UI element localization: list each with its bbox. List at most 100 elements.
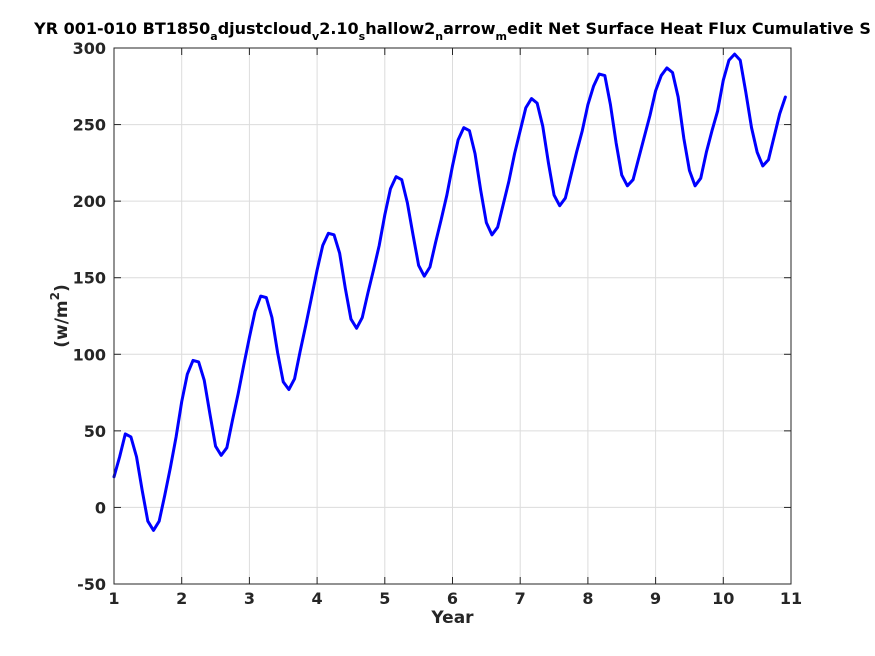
x-tick-label: 6 [447, 589, 458, 608]
data-point [406, 201, 409, 204]
data-point [485, 221, 488, 224]
data-point [711, 129, 713, 132]
data-point [479, 189, 482, 192]
series-line [112, 52, 787, 532]
data-point [502, 203, 505, 206]
data-point [417, 264, 420, 267]
data-point [451, 165, 454, 167]
data-point [463, 126, 465, 129]
data-point [513, 152, 516, 155]
data-point [209, 413, 211, 415]
data-point [683, 137, 685, 140]
data-point [733, 53, 736, 55]
title-segment: 2.10 [319, 19, 358, 38]
y-tick-label: 0 [95, 498, 106, 517]
title-segment: edit Net Surface Heat Flux Cumulative S [507, 19, 871, 38]
y-axis-title: (w/m2) [48, 284, 72, 348]
y-axis-title-main: (w/m [52, 300, 72, 347]
x-tick-label: 11 [780, 589, 802, 608]
data-point [400, 178, 403, 181]
data-point [265, 296, 268, 299]
data-point [750, 126, 753, 129]
data-point [530, 97, 533, 100]
data-point [389, 188, 392, 190]
data-point [739, 59, 742, 62]
data-point [626, 185, 629, 187]
tick-marks [113, 47, 792, 585]
series-layer [112, 52, 787, 532]
data-point [333, 234, 335, 236]
data-point [214, 445, 217, 447]
x-tick-label: 7 [515, 589, 526, 608]
y-tick-label: 200 [73, 192, 106, 211]
grid-lines [114, 48, 791, 584]
data-point [677, 96, 679, 98]
data-point [784, 96, 787, 98]
title-segment: arrow [443, 19, 496, 38]
data-point [293, 377, 296, 380]
data-point [299, 350, 301, 353]
data-point [581, 129, 584, 132]
data-point [688, 169, 691, 172]
data-point [367, 292, 369, 294]
data-point [632, 178, 634, 181]
data-point [338, 252, 341, 255]
data-point [457, 139, 459, 141]
data-point [541, 125, 544, 127]
data-point [321, 244, 324, 247]
data-point [558, 204, 561, 207]
data-point [152, 529, 155, 532]
data-point [598, 73, 601, 75]
data-point [728, 59, 730, 62]
data-point [491, 234, 493, 236]
data-point [699, 177, 702, 179]
data-point [649, 114, 651, 117]
data-point [175, 436, 177, 438]
y-tick-labels: -50 0 50 100 150 200 250 300 [73, 39, 106, 594]
title-segment: hallow2 [365, 19, 435, 38]
data-point [654, 90, 657, 92]
data-point [304, 324, 307, 326]
data-point [237, 393, 239, 395]
data-point [592, 85, 595, 88]
title-subscript: v [312, 30, 320, 43]
data-point [716, 109, 719, 112]
data-point [350, 318, 352, 320]
data-point [575, 151, 578, 153]
data-point [564, 197, 567, 199]
data-point [310, 296, 313, 299]
x-tick-labels: 1 2 3 4 5 6 7 8 9 10 11 [108, 589, 802, 608]
data-point [519, 129, 521, 132]
data-point [282, 381, 285, 383]
data-point [412, 234, 414, 236]
x-tick-label: 3 [244, 589, 255, 608]
data-point [496, 226, 499, 228]
y-axis-title-end: ) [52, 284, 72, 292]
y-tick-label: 250 [73, 116, 106, 135]
data-point [231, 419, 234, 421]
data-point [361, 316, 364, 319]
data-point [197, 361, 200, 363]
data-point [141, 489, 144, 492]
data-point [259, 295, 262, 297]
data-point [756, 151, 758, 153]
data-point [226, 446, 228, 449]
data-point [694, 185, 696, 187]
data-point [434, 241, 437, 244]
data-point [525, 106, 527, 109]
data-point [536, 102, 538, 104]
data-point [169, 466, 172, 469]
data-point [327, 232, 330, 235]
data-point [587, 103, 589, 106]
data-point [423, 275, 426, 277]
data-point [118, 456, 121, 458]
data-point [745, 91, 747, 94]
data-point [705, 151, 708, 153]
data-point [203, 379, 206, 382]
data-point [254, 310, 256, 313]
data-point [384, 214, 386, 216]
data-point [615, 142, 617, 144]
data-point [553, 194, 555, 196]
title-segment: djustcloud [218, 19, 312, 38]
